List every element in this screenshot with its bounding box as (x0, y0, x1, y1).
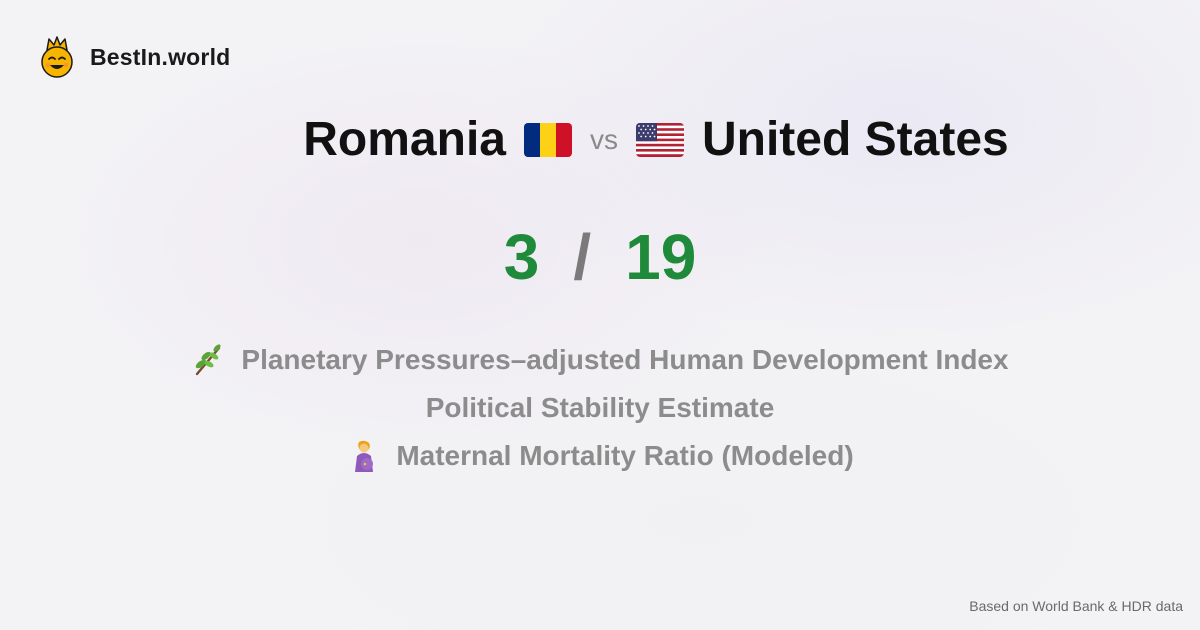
metric-label: Maternal Mortality Ratio (Modeled) (396, 440, 854, 471)
metric-item: Maternal Mortality Ratio (Modeled) (346, 432, 854, 480)
brand[interactable]: BestIn.world (38, 36, 230, 78)
score-separator: / (573, 221, 592, 293)
vs-label: vs (589, 124, 618, 155)
metric-item: Political Stability Estimate (426, 384, 775, 432)
data-source-footer: Based on World Bank & HDR data (969, 598, 1183, 614)
metric-item: Planetary Pressures–adjusted Human Devel… (191, 336, 1009, 384)
metric-label: Political Stability Estimate (425, 392, 775, 423)
right-country: United States (701, 113, 1009, 166)
pregnant-woman-icon (355, 440, 374, 472)
score: 3 / 19 (0, 222, 1200, 292)
score-left: 3 (503, 221, 540, 293)
metric-label: Planetary Pressures–adjusted Human Devel… (241, 344, 1009, 375)
herb-branch-icon (196, 344, 221, 376)
romania-flag-icon (523, 123, 572, 157)
smiling-face-crown-icon (41, 36, 73, 78)
united-states-flag-icon (635, 123, 684, 157)
score-right: 19 (625, 221, 697, 293)
metrics-list: Planetary Pressures–adjusted Human Devel… (0, 336, 1200, 480)
left-country: Romania (303, 113, 506, 166)
brand-name: BestIn.world (90, 43, 231, 70)
comparison-headline: Romania vs (0, 112, 1200, 168)
